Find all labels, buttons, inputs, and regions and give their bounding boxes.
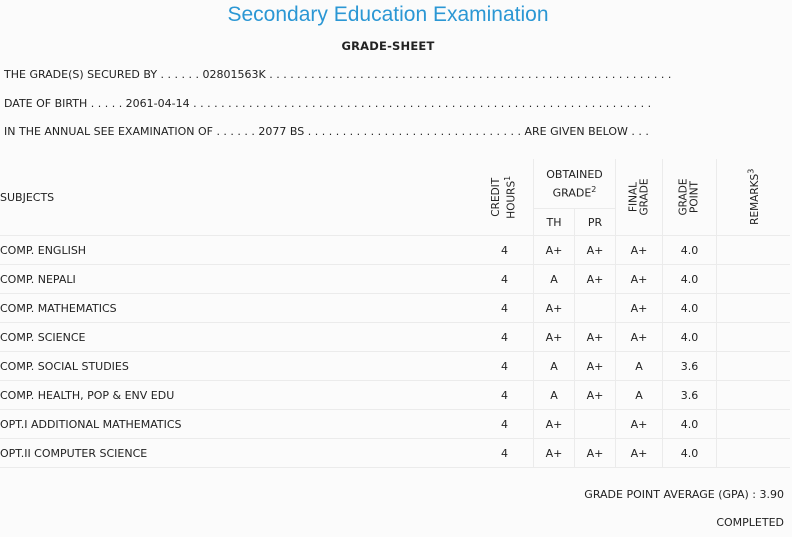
result-status: COMPLETED — [716, 516, 784, 529]
grade-point-header: GRADE POINT — [662, 159, 717, 236]
final-grade: A+ — [615, 322, 663, 352]
practical-grade: A+ — [574, 322, 616, 352]
final-grade: A+ — [615, 438, 663, 468]
theory-grade: A — [533, 264, 575, 294]
credit-hours: 4 — [476, 409, 534, 439]
table-row: COMP. HEALTH, POP & ENV EDU 4 A A+ A 3.6 — [0, 380, 790, 410]
final-grade-header: FINAL GRADE — [615, 159, 663, 236]
grade-point: 4.0 — [662, 264, 717, 294]
practical-grade: A+ — [574, 235, 616, 265]
subject-name: COMP. SOCIAL STUDIES — [0, 351, 476, 381]
subject-name: COMP. MATHEMATICS — [0, 293, 476, 323]
grade-point: 3.6 — [662, 351, 717, 381]
final-grade: A+ — [615, 293, 663, 323]
remarks — [716, 293, 790, 323]
remarks — [716, 351, 790, 381]
remarks — [716, 438, 790, 468]
obtained-grade-header: OBTAINED GRADE2 — [533, 159, 616, 209]
grade-sheet-heading: GRADE-SHEET — [341, 39, 435, 53]
practical-grade — [574, 409, 616, 439]
remarks — [716, 322, 790, 352]
remarks — [716, 264, 790, 294]
theory-grade: A — [533, 351, 575, 381]
practical-grade: A+ — [574, 264, 616, 294]
grade-point: 3.6 — [662, 380, 717, 410]
table-row: COMP. SCIENCE 4 A+ A+ A+ 4.0 — [0, 322, 790, 352]
page-title: Secondary Education Examination — [227, 3, 549, 26]
credit-hours: 4 — [476, 380, 534, 410]
final-grade: A+ — [615, 235, 663, 265]
theory-grade: A+ — [533, 235, 575, 265]
final-grade: A — [615, 351, 663, 381]
grade-point: 4.0 — [662, 322, 717, 352]
grade-point: 4.0 — [662, 235, 717, 265]
practical-grade: A+ — [574, 438, 616, 468]
subject-name: COMP. SCIENCE — [0, 322, 476, 352]
subject-name: COMP. NEPALI — [0, 264, 476, 294]
credit-hours: 4 — [476, 235, 534, 265]
final-grade: A — [615, 380, 663, 410]
grades-table: SUBJECTS CREDIT HOURS1 OBTAINED GRADE2 FIN… — [0, 159, 790, 468]
remarks — [716, 235, 790, 265]
practical-grade: A+ — [574, 380, 616, 410]
date-of-birth-line: DATE OF BIRTH . . . . . 2061-04-14 . . .… — [4, 97, 652, 110]
grade-point: 4.0 — [662, 438, 717, 468]
remarks-header: REMARKS3 — [716, 159, 790, 236]
subject-name: OPT.I ADDITIONAL MATHEMATICS — [0, 409, 476, 439]
final-grade: A+ — [615, 264, 663, 294]
table-row: COMP. ENGLISH 4 A+ A+ A+ 4.0 — [0, 235, 790, 265]
credit-hours: 4 — [476, 322, 534, 352]
grade-point: 4.0 — [662, 293, 717, 323]
theory-header: TH — [533, 208, 575, 236]
table-row: COMP. NEPALI 4 A A+ A+ 4.0 — [0, 264, 790, 294]
gpa-summary: GRADE POINT AVERAGE (GPA) : 3.90 — [584, 488, 784, 501]
final-grade: A+ — [615, 409, 663, 439]
theory-grade: A+ — [533, 293, 575, 323]
credit-hours: 4 — [476, 351, 534, 381]
secured-by-line: THE GRADE(S) SECURED BY . . . . . . 0280… — [4, 68, 672, 81]
theory-grade: A+ — [533, 409, 575, 439]
remarks — [716, 409, 790, 439]
subject-name: OPT.II COMPUTER SCIENCE — [0, 438, 476, 468]
credit-hours: 4 — [476, 293, 534, 323]
subject-name: COMP. ENGLISH — [0, 235, 476, 265]
exam-line: IN THE ANNUAL SEE EXAMINATION OF . . . .… — [4, 125, 649, 138]
table-row: OPT.I ADDITIONAL MATHEMATICS 4 A+ A+ 4.0 — [0, 409, 790, 439]
subject-name: COMP. HEALTH, POP & ENV EDU — [0, 380, 476, 410]
practical-grade — [574, 293, 616, 323]
subjects-header: SUBJECTS — [0, 159, 476, 236]
practical-header: PR — [574, 208, 616, 236]
practical-grade: A+ — [574, 351, 616, 381]
table-row: OPT.II COMPUTER SCIENCE 4 A+ A+ A+ 4.0 — [0, 438, 790, 468]
theory-grade: A+ — [533, 438, 575, 468]
credit-hours: 4 — [476, 438, 534, 468]
grade-point: 4.0 — [662, 409, 717, 439]
remarks — [716, 380, 790, 410]
credit-hours: 4 — [476, 264, 534, 294]
table-row: COMP. MATHEMATICS 4 A+ A+ 4.0 — [0, 293, 790, 323]
theory-grade: A+ — [533, 322, 575, 352]
credit-hours-header: CREDIT HOURS1 — [476, 159, 534, 236]
theory-grade: A — [533, 380, 575, 410]
table-row: COMP. SOCIAL STUDIES 4 A A+ A 3.6 — [0, 351, 790, 381]
